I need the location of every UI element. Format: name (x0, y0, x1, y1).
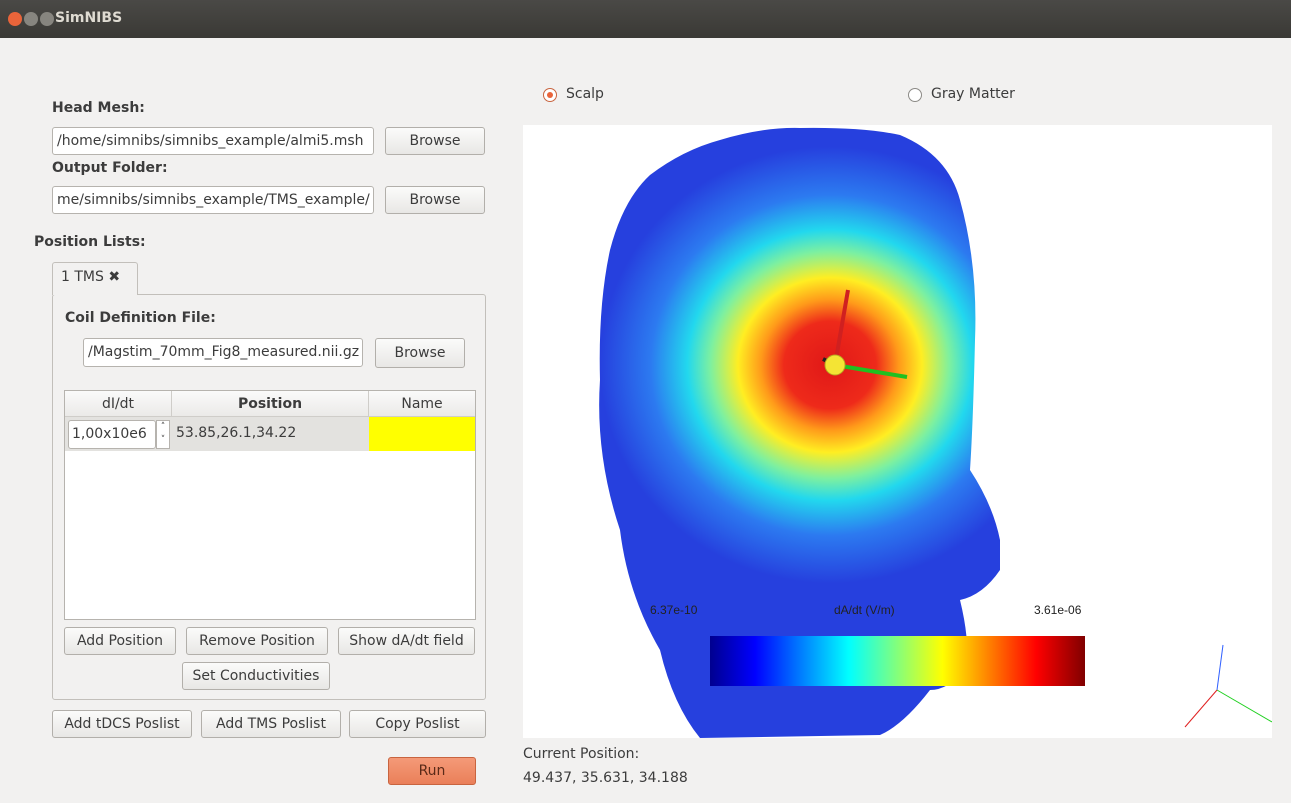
column-header[interactable]: Position (172, 391, 369, 417)
colorbar-min: 6.37e-10 (650, 603, 698, 617)
position-table: dI/dt Position Name 1,00x10e6 ˄ ˅ 53.85,2… (64, 390, 476, 620)
colorbar-max: 3.61e-06 (1034, 603, 1082, 617)
copy-poslist-button[interactable]: Copy Poslist (349, 710, 486, 738)
add-tms-button[interactable]: Add TMS Poslist (201, 710, 341, 738)
3d-viewport[interactable]: 6.37e-10 dA/dt (V/m) 3.61e-06 (523, 125, 1272, 738)
radio-label[interactable]: Gray Matter (931, 86, 1015, 102)
coil-center (824, 354, 846, 376)
radio-label[interactable]: Scalp (566, 86, 604, 102)
window-title: SimNIBS (55, 10, 123, 26)
axis-triad (1216, 644, 1224, 691)
head-mesh-label: Head Mesh: (52, 100, 145, 116)
position-cell[interactable]: 53.85,26.1,34.22 (176, 425, 297, 441)
browse-button[interactable]: Browse (375, 338, 465, 368)
browse-button[interactable]: Browse (385, 127, 485, 155)
coil-axis (834, 363, 908, 379)
tab-label: 1 TMS (61, 269, 104, 285)
name-cell[interactable] (369, 417, 475, 451)
column-header[interactable]: Name (369, 391, 475, 417)
current-position-value: 49.437, 35.631, 34.188 (523, 770, 688, 786)
radio-checked[interactable] (543, 88, 557, 102)
close-button[interactable] (8, 12, 22, 26)
tab-close-icon[interactable]: ✖ (108, 269, 121, 285)
minimize-button[interactable] (24, 12, 38, 26)
axis-triad (1216, 689, 1272, 723)
position-lists-label: Position Lists: (34, 234, 146, 250)
head-surface (599, 127, 1000, 738)
spin-arrows[interactable]: ˄ ˅ (156, 420, 170, 449)
column-header[interactable]: dI/dt (65, 391, 172, 417)
output-folder-input[interactable]: me/simnibs/simnibs_example/TMS_example/ (52, 186, 374, 214)
radio[interactable] (908, 88, 922, 102)
colorbar-title: dA/dt (V/m) (834, 603, 895, 617)
run-button[interactable]: Run (388, 757, 476, 785)
add-position-button[interactable]: Add Position (64, 627, 176, 655)
title-bar (0, 0, 1291, 38)
head-render (599, 127, 1272, 738)
remove-position-button[interactable]: Remove Position (186, 627, 328, 655)
axis-triad (1184, 689, 1218, 728)
set-conductivities-button[interactable]: Set Conductivities (182, 662, 330, 690)
tab[interactable]: 1 TMS ✖ (52, 262, 138, 295)
coil-label: Coil Definition File: (65, 310, 216, 326)
colorbar (710, 636, 1085, 686)
coil-axis (833, 289, 850, 366)
show-field-button[interactable]: Show dA/dt field (338, 627, 475, 655)
coil-input[interactable]: /Magstim_70mm_Fig8_measured.nii.gz (83, 338, 363, 367)
current-position-label: Current Position: (523, 746, 640, 762)
didt-spinbox[interactable]: 1,00x10e6 (68, 420, 156, 449)
browse-button[interactable]: Browse (385, 186, 485, 214)
head-mesh-input[interactable]: /home/simnibs/simnibs_example/almi5.msh (52, 127, 374, 155)
add-tdcs-button[interactable]: Add tDCS Poslist (52, 710, 192, 738)
maximize-button[interactable] (40, 12, 54, 26)
output-folder-label: Output Folder: (52, 160, 168, 176)
